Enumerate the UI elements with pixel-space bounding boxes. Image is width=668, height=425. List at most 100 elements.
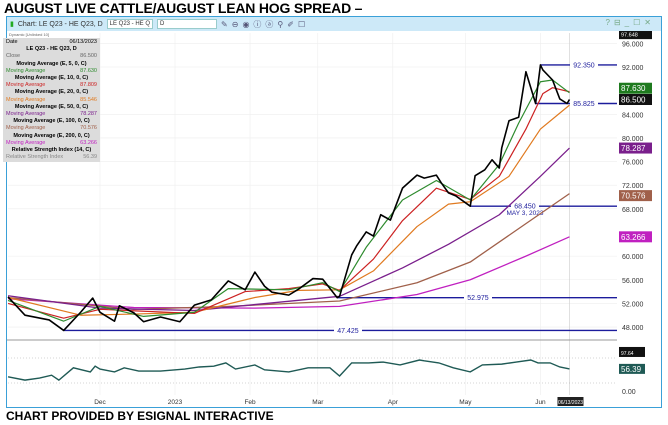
price-tag: [619, 142, 652, 154]
x-tick-label: May: [459, 399, 472, 406]
study-value: 87.809: [80, 82, 97, 89]
series-line-close: [7, 64, 571, 332]
series-line-ema20: [7, 104, 570, 316]
level-label: 47.425: [337, 328, 359, 335]
level-label: 92.350: [573, 62, 595, 69]
y-tick-label: 48.000: [622, 325, 644, 332]
close-value: 86.500: [80, 53, 97, 60]
level-label: 85.825: [573, 101, 595, 108]
rsi-value-tag-label: 56.39: [621, 365, 642, 374]
notes-icon[interactable]: ✐: [287, 19, 294, 29]
y-tick-label: 68.000: [622, 207, 644, 214]
price-tag: [619, 82, 652, 94]
rsi-value-tag: [619, 346, 645, 357]
chart-window-header: ▮ Chart: LE Q23 - HE Q23, D LE Q23 - HE …: [7, 17, 661, 31]
x-tick-label: Feb: [244, 399, 256, 406]
zoom-out-icon[interactable]: ⊖: [231, 19, 239, 29]
y-tick-label: 60.000: [622, 254, 644, 261]
study-value: 85.546: [80, 96, 97, 103]
close-label: Close: [6, 53, 21, 60]
study-name: Moving Average (E, 20, 0, C): [14, 89, 89, 96]
study-name: Moving Average (E, 10, 0, C): [14, 75, 89, 82]
study-name: Moving Average (E, 50, 0, C): [14, 103, 89, 110]
level-label-bg: [570, 60, 598, 68]
chart-credit: CHART PROVIDED BY ESIGNAL INTERACTIVE: [6, 409, 274, 423]
study-name: Relative Strength Index (14, C): [11, 147, 92, 154]
study-label: Moving Average: [6, 82, 46, 89]
study-name: Moving Average (E, 5, 0, C): [16, 60, 87, 67]
chart-icon: ▮: [10, 21, 14, 28]
page-title: AUGUST LIVE CATTLE/AUGUST LEAN HOG SPREA…: [4, 0, 363, 16]
settings-circle-icon[interactable]: ◉: [242, 19, 250, 29]
study-label: Relative Strength Index: [6, 154, 64, 161]
price-tag: [619, 190, 652, 202]
study-name: Moving Average (E, 100, 0, C): [13, 118, 90, 125]
study-value: 63.266: [80, 139, 97, 146]
minimize-button[interactable]: _: [624, 18, 634, 27]
info-circle-icon[interactable]: ⓘ: [253, 19, 262, 29]
study-value: 87.630: [80, 67, 97, 74]
symbol-heading: LE Q23 - HE Q23, D: [26, 46, 77, 53]
y-tick-label: 72.000: [622, 183, 644, 190]
price-tag-label: 97.648: [621, 33, 638, 39]
cursor-date-label: 06/13/2023: [558, 400, 583, 406]
study-label: Moving Average: [6, 139, 46, 146]
study-label: Moving Average: [6, 67, 46, 74]
interval-select[interactable]: D: [157, 19, 218, 29]
study-label: Moving Average: [6, 96, 46, 103]
level-label-bg: [570, 99, 598, 107]
study-value: 70.576: [80, 125, 97, 132]
level-label: 52.975: [467, 295, 489, 302]
level-label-bg: [511, 202, 539, 210]
x-tick-label: 2023: [168, 399, 183, 406]
date-label: Date: [6, 39, 18, 45]
study-value: 78.287: [80, 111, 97, 118]
x-tick-label: Mar: [312, 399, 324, 406]
chat-icon[interactable]: ☐: [297, 19, 306, 29]
price-tag-label: 63.266: [621, 233, 646, 242]
price-tag-label: 86.500: [621, 96, 646, 105]
rsi-line: [7, 359, 570, 381]
y-tick-label: 76.000: [622, 160, 644, 167]
study-label: Moving Average: [6, 111, 46, 118]
link-icon[interactable]: ⚲: [277, 19, 284, 29]
y-tick-label: 96.000: [622, 41, 644, 48]
alert-circle-icon[interactable]: ⓐ: [265, 19, 274, 29]
date-value: 06/13/2023: [69, 39, 97, 45]
window-controls: ?⊟_☐✕: [606, 18, 655, 27]
close-button[interactable]: ✕: [644, 18, 655, 27]
study-value: 56.39: [83, 154, 97, 161]
price-tag: [619, 231, 652, 243]
level-label: 68.450: [514, 204, 536, 211]
level-note: MAY 3, 2023: [507, 210, 544, 217]
symbol-input[interactable]: LE Q23 - HE Q: [106, 19, 154, 29]
y-tick-label: 84.000: [622, 112, 644, 119]
level-label-bg: [464, 293, 492, 301]
rsi-value-tag: [619, 363, 645, 374]
rsi-y-tick: 0.00: [622, 389, 636, 396]
price-tag-label: 78.287: [621, 144, 646, 153]
y-tick-label: 56.000: [622, 278, 644, 285]
window-title: Chart: LE Q23 - HE Q23, D: [17, 20, 103, 28]
x-tick-label: Dec: [94, 399, 106, 406]
price-tag: [619, 94, 652, 106]
series-line-ema50: [7, 147, 570, 312]
y-tick-label: 92.000: [622, 65, 644, 72]
x-tick-label: Apr: [388, 399, 399, 406]
study-label: Moving Average: [6, 125, 46, 132]
series-line-ema200: [7, 236, 570, 309]
study-name: Moving Average (E, 200, 0, C): [13, 132, 90, 139]
x-tick-label: Jun: [535, 399, 546, 406]
price-tag: [619, 28, 652, 40]
rsi-value-tag-label: 97.64: [621, 351, 634, 357]
price-tag-label: 87.630: [621, 84, 646, 93]
series-line-ema10: [7, 87, 570, 319]
layout-button[interactable]: ⊟: [613, 18, 625, 27]
pencil-icon[interactable]: ✎: [221, 19, 228, 29]
maximize-button[interactable]: ☐: [633, 18, 645, 27]
help-button[interactable]: ?: [605, 18, 614, 27]
price-tag-label: 70.576: [621, 192, 646, 201]
y-tick-label: 80.000: [622, 136, 644, 143]
level-label-bg: [334, 326, 362, 334]
